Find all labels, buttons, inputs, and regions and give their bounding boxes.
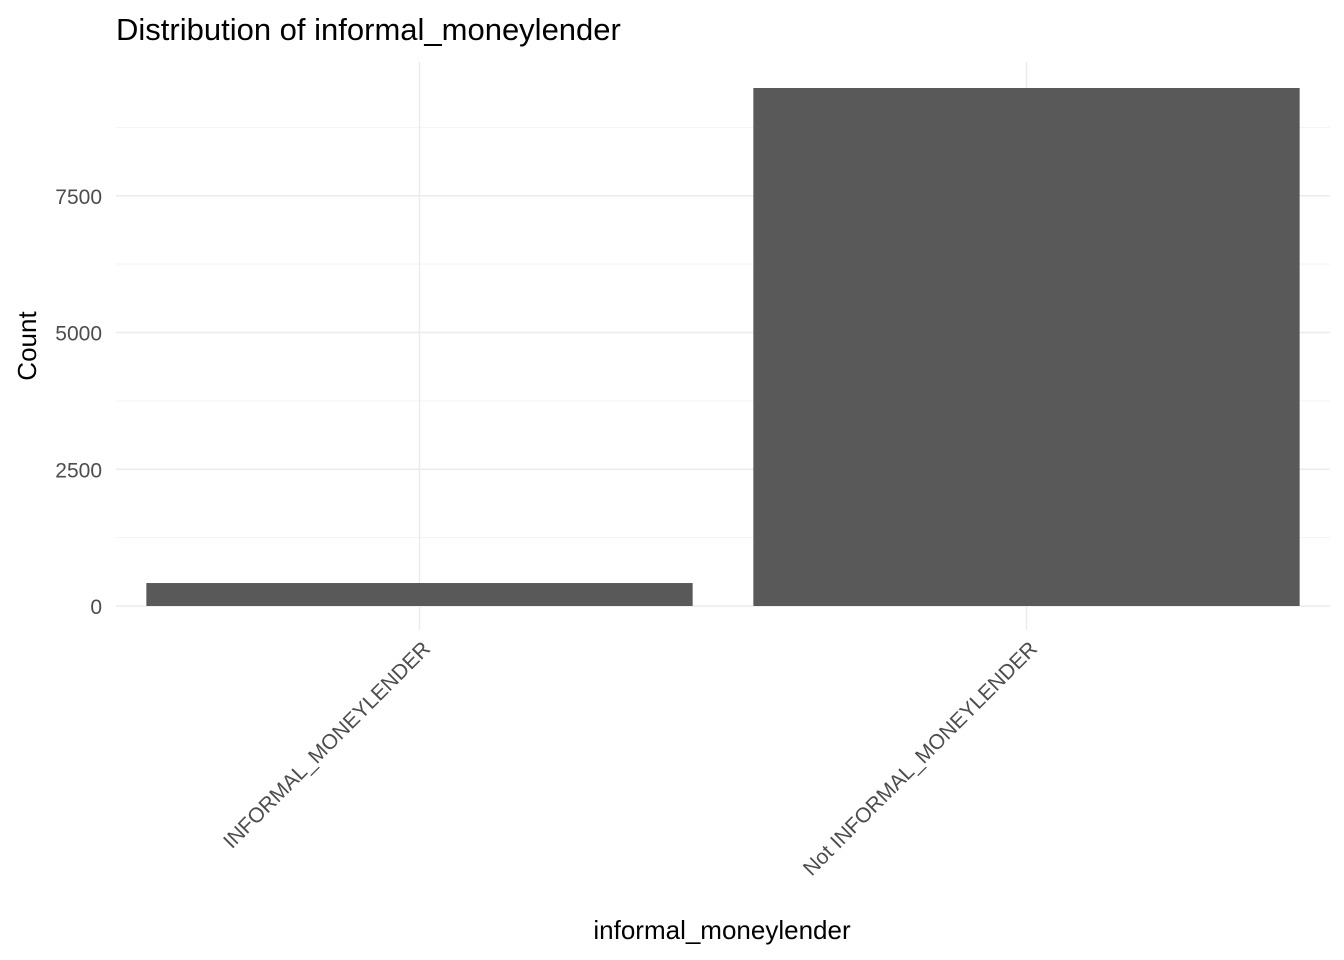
y-tick-label: 2500: [55, 459, 102, 482]
y-tick-label: 5000: [55, 323, 102, 346]
bar-informal-moneylender: [146, 583, 693, 606]
x-tick-label: INFORMAL_MONEYLENDER: [219, 637, 435, 853]
x-axis-title: informal_moneylender: [593, 915, 851, 945]
y-tick-label: 0: [90, 596, 102, 619]
y-tick-label: 7500: [55, 186, 102, 209]
y-axis-ticks: 0 2500 5000 7500: [55, 186, 102, 619]
x-axis-ticks: INFORMAL_MONEYLENDER Not INFORMAL_MONEYLE…: [219, 637, 1042, 880]
bars: [146, 88, 1300, 606]
x-tick-label: Not INFORMAL_MONEYLENDER: [799, 637, 1042, 880]
chart-title: Distribution of informal_moneylender: [116, 12, 621, 47]
bar-not-informal-moneylender: [753, 88, 1300, 606]
y-axis-title: Count: [12, 311, 42, 381]
